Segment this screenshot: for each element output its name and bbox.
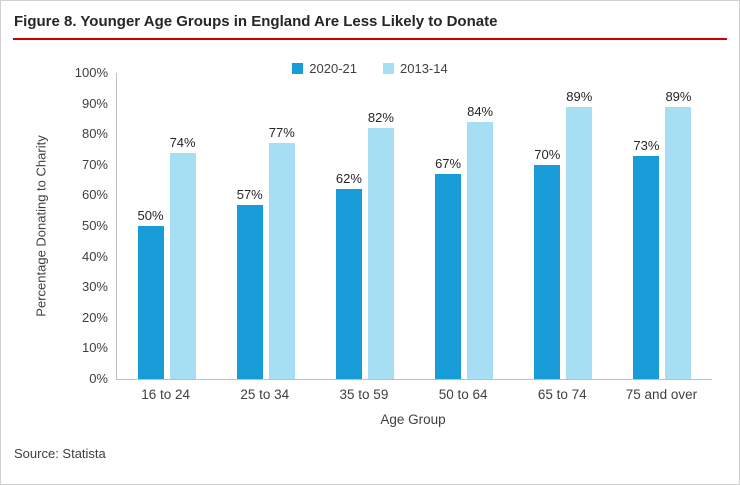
y-axis-ticks: 0% 10% 20% 30% 40% 50% 60% 70% 80% 90% 100% — [1, 66, 108, 386]
legend-label: 2020-21 — [309, 61, 357, 76]
y-tick-label: 60% — [81, 187, 108, 203]
bar-value-label: 77% — [268, 125, 295, 141]
bar-2020-21 — [137, 226, 164, 379]
bar-2020-21 — [633, 155, 660, 379]
y-tick-label: 70% — [81, 156, 108, 172]
y-tick-label: 80% — [81, 126, 108, 142]
x-axis-ticks: 16 to 24 25 to 34 35 to 59 50 to 64 65 to 74… — [116, 387, 711, 402]
bar-2020-21 — [435, 173, 462, 379]
bar-group: 50% 74% — [117, 73, 216, 379]
bar-group: 62% 82% — [315, 73, 414, 379]
bar-2013-14 — [665, 106, 692, 379]
bar-value-label: 73% — [633, 137, 660, 153]
x-tick-label: 75 and over — [625, 387, 698, 402]
bar-column: 70% — [534, 147, 560, 379]
bar-value-label: 89% — [665, 88, 692, 104]
legend-label: 2013-14 — [400, 61, 448, 76]
title-divider — [13, 38, 727, 40]
bar-2020-21 — [534, 164, 561, 379]
bar-2020-21 — [335, 189, 362, 379]
y-tick-label: 20% — [81, 309, 108, 325]
y-tick-label: 50% — [81, 218, 108, 233]
x-axis-title: Age Group — [380, 412, 446, 427]
y-tick-label: 0% — [89, 371, 108, 386]
bar-column: 73% — [633, 138, 659, 379]
bar-column: 50% — [138, 208, 164, 379]
bar-value-label: 89% — [566, 88, 593, 104]
y-tick-label: 10% — [81, 340, 108, 356]
bar-column: 82% — [368, 110, 394, 379]
bar-2013-14 — [467, 121, 494, 379]
legend-item-2013-14: 2013-14 — [383, 61, 448, 76]
bar-column: 62% — [336, 171, 362, 379]
bar-value-label: 62% — [335, 171, 362, 187]
y-tick-label: 30% — [81, 279, 108, 295]
y-tick-label: 40% — [81, 248, 108, 264]
y-tick-label: 90% — [81, 95, 108, 111]
x-tick-label: 25 to 34 — [240, 387, 290, 402]
legend-swatch-icon — [292, 63, 304, 74]
bar-value-label: 74% — [169, 134, 196, 150]
bar-group: 67% 84% — [415, 73, 514, 379]
bar-2013-14 — [268, 143, 295, 379]
plot-area: 50% 74% 57% 77% 62% 82% 67% 84% 70% 89% 73% 89% — [116, 73, 712, 380]
bar-2013-14 — [566, 106, 593, 379]
bar-value-label: 70% — [534, 146, 561, 162]
bar-group: 70% 89% — [514, 73, 613, 379]
y-tick-label: 100% — [74, 65, 108, 80]
bar-2020-21 — [236, 204, 263, 379]
bar-value-label: 50% — [137, 208, 164, 223]
bar-column: 84% — [467, 104, 493, 379]
chart-legend: 2020-21 2013-14 — [1, 61, 739, 76]
bar-column: 74% — [170, 135, 196, 379]
bar-2013-14 — [367, 128, 394, 379]
x-tick-label: 16 to 24 — [141, 387, 190, 402]
bar-column: 67% — [435, 156, 461, 379]
bar-column: 77% — [269, 125, 295, 379]
bar-group: 57% 77% — [216, 73, 315, 379]
legend-item-2020-21: 2020-21 — [292, 61, 357, 76]
source-note: Source: Statista — [14, 446, 106, 461]
legend-swatch-icon — [383, 63, 394, 74]
x-tick-label: 65 to 74 — [537, 387, 587, 402]
x-tick-label: 35 to 59 — [339, 387, 389, 402]
bar-column: 89% — [566, 89, 592, 379]
bars-layer: 50% 74% 57% 77% 62% 82% 67% 84% 70% 89% 73% 89% — [117, 73, 712, 379]
bar-value-label: 67% — [435, 155, 462, 171]
bar-value-label: 84% — [467, 103, 494, 119]
figure-title: Figure 8. Younger Age Groups in England … — [14, 13, 498, 30]
bar-value-label: 82% — [367, 110, 394, 126]
x-tick-label: 50 to 64 — [438, 387, 488, 402]
bar-value-label: 57% — [236, 186, 263, 202]
bar-2013-14 — [169, 152, 196, 379]
bar-group: 73% 89% — [613, 73, 712, 379]
bar-column: 57% — [237, 187, 263, 379]
bar-column: 89% — [665, 89, 691, 379]
